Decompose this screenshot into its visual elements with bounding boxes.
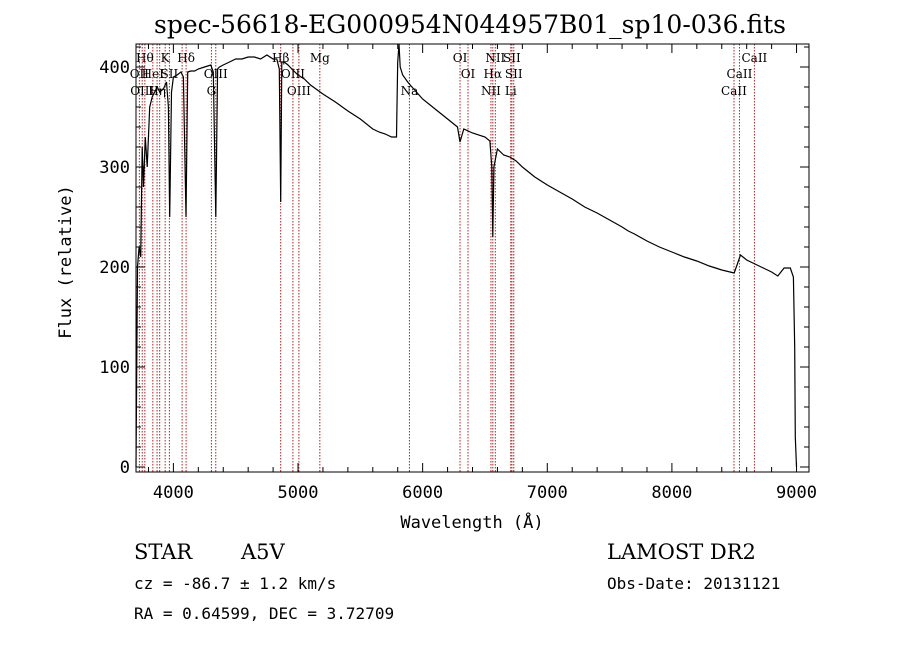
obs-date: Obs-Date: 20131121 bbox=[607, 574, 780, 593]
y-tick-label-3: 300 bbox=[99, 158, 130, 178]
y-axis-label: Flux (relative) bbox=[56, 185, 76, 339]
line-marker-label-14: OIII bbox=[287, 84, 311, 98]
line-marker-label-2: Hθ bbox=[136, 51, 154, 65]
spectral-subclass: A5V bbox=[240, 540, 286, 564]
x-tick-label-2: 6000 bbox=[402, 483, 443, 503]
line-marker-label-25: CaII bbox=[721, 84, 747, 98]
line-marker-label-18: OI bbox=[461, 67, 476, 81]
y-axis: 0 100 200 300 400 bbox=[99, 46, 809, 478]
line-marker-label-0: OII bbox=[130, 67, 150, 81]
x-tick-label-1: 5000 bbox=[278, 483, 319, 503]
x-tick-label-5: 9000 bbox=[776, 483, 817, 503]
coordinates: RA = 0.64599, DEC = 3.72709 bbox=[134, 604, 394, 623]
line-marker-label-3: HeI bbox=[142, 67, 165, 81]
line-marker-label-19: NII bbox=[481, 84, 501, 98]
line-markers bbox=[138, 44, 755, 472]
y-tick-label-0: 0 bbox=[120, 458, 130, 478]
y-tick-label-2: 200 bbox=[99, 258, 130, 278]
x-axis-label: Wavelength (Å) bbox=[400, 511, 543, 533]
x-tick-label-0: 4000 bbox=[153, 483, 194, 503]
line-marker-label-22: Li bbox=[505, 84, 517, 98]
survey-name: LAMOST DR2 bbox=[607, 540, 756, 564]
line-marker-label-12: Hβ bbox=[272, 51, 289, 65]
line-marker-label-26: CaII bbox=[727, 67, 753, 81]
line-marker-label-24: SII bbox=[505, 67, 523, 81]
line-marker-label-6: K bbox=[161, 51, 171, 65]
line-marker-label-15: Mg bbox=[310, 51, 330, 65]
line-marker-labels: OIIOIIIHθHeIHηKSIIHδGOIIIHβOIIIOIIIMgNaO… bbox=[130, 51, 768, 98]
object-class: STAR bbox=[134, 540, 193, 564]
line-marker-label-10: G bbox=[207, 84, 217, 98]
chart-title: spec-56618-EG000954N044957B01_sp10-036.f… bbox=[154, 10, 786, 39]
line-marker-label-17: OI bbox=[453, 51, 468, 65]
line-marker-label-4: Hη bbox=[148, 84, 166, 98]
plot-frame bbox=[135, 43, 810, 473]
line-marker-label-27: CaII bbox=[741, 51, 767, 65]
x-axis: 4000 5000 6000 7000 8000 9000 bbox=[147, 44, 817, 503]
line-marker-label-9: Hδ bbox=[177, 51, 195, 65]
y-tick-label-1: 100 bbox=[99, 358, 130, 378]
spectrum-line bbox=[135, 43, 798, 468]
line-marker-label-16: Na bbox=[401, 84, 419, 98]
redshift-text: cz = -86.7 ± 1.2 km/s bbox=[134, 574, 336, 593]
line-marker-label-11: OIII bbox=[204, 67, 228, 81]
y-tick-label-4: 400 bbox=[99, 58, 130, 78]
line-marker-label-7: SII bbox=[161, 67, 179, 81]
line-marker-label-21: NII bbox=[485, 51, 505, 65]
x-tick-label-4: 8000 bbox=[651, 483, 692, 503]
line-marker-label-23: SII bbox=[503, 51, 521, 65]
x-tick-label-3: 7000 bbox=[527, 483, 568, 503]
line-marker-label-13: OIII bbox=[281, 67, 305, 81]
line-marker-label-20: Hα bbox=[484, 67, 503, 81]
